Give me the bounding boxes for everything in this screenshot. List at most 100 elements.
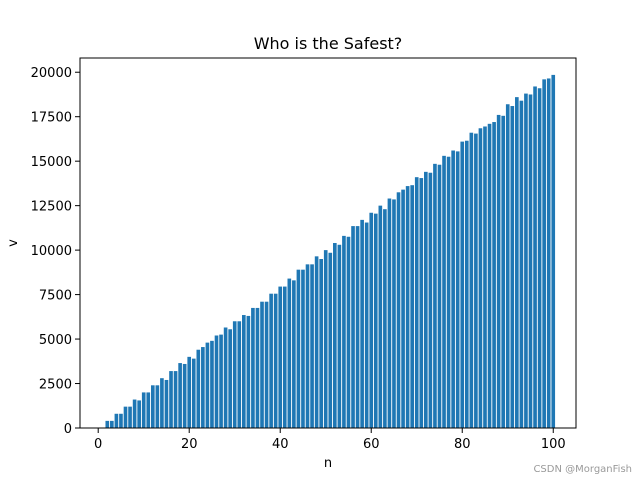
bar-n-4 xyxy=(114,413,119,428)
bar-n-62 xyxy=(378,205,383,428)
bar-n-55 xyxy=(346,236,351,428)
bar-n-40 xyxy=(278,286,283,428)
bar-n-32 xyxy=(242,315,246,428)
bar-n-71 xyxy=(419,178,424,428)
bar-n-61 xyxy=(373,213,378,428)
bar-n-36 xyxy=(260,301,264,428)
bar-n-49 xyxy=(319,259,323,428)
bar-n-33 xyxy=(246,315,251,428)
bar-n-74 xyxy=(433,163,437,428)
bar-n-48 xyxy=(314,256,319,428)
x-tick-label: 40 xyxy=(272,437,289,452)
bar-n-27 xyxy=(219,334,223,428)
bar-n-14 xyxy=(160,378,164,428)
x-tick-label: 80 xyxy=(454,437,471,452)
bar-n-92 xyxy=(515,97,519,428)
bar-n-11 xyxy=(146,392,151,428)
y-tick-label: 17500 xyxy=(31,111,72,126)
bar-n-23 xyxy=(201,347,205,428)
bar-n-16 xyxy=(169,371,173,428)
bar-n-17 xyxy=(173,371,178,428)
bar-n-29 xyxy=(228,329,232,428)
bar-n-56 xyxy=(351,226,355,428)
x-tick-label: 100 xyxy=(541,437,566,452)
bar-n-63 xyxy=(383,209,387,428)
x-axis-ticks: 0 20 40 60 80 100 xyxy=(94,428,566,452)
bar-n-72 xyxy=(424,171,428,428)
y-axis-label: v xyxy=(6,239,21,247)
bar-n-81 xyxy=(464,140,469,428)
bar-n-10 xyxy=(141,392,146,428)
bars-group xyxy=(105,74,556,429)
bar-n-70 xyxy=(414,177,419,428)
bar-n-42 xyxy=(287,278,292,428)
bar-n-38 xyxy=(269,293,273,428)
plot-frame xyxy=(79,57,577,429)
bar-n-25 xyxy=(210,340,214,428)
x-axis-label: n xyxy=(324,456,332,471)
bar-n-51 xyxy=(328,252,333,428)
bar-n-76 xyxy=(442,155,446,428)
bar-n-28 xyxy=(223,327,228,428)
bar-n-91 xyxy=(510,106,515,428)
bar-n-67 xyxy=(401,189,405,428)
y-tick-label: 0 xyxy=(64,422,72,437)
bar-n-57 xyxy=(355,226,360,428)
bar-n-100 xyxy=(551,74,556,429)
bar-n-73 xyxy=(428,172,433,428)
bar-n-43 xyxy=(292,280,296,428)
bar-n-82 xyxy=(469,132,474,428)
bar-n-79 xyxy=(455,151,460,428)
bar-n-52 xyxy=(333,243,337,428)
x-tick-label: 20 xyxy=(181,437,198,452)
bar-n-19 xyxy=(182,363,187,428)
bar-n-39 xyxy=(273,293,278,428)
bar-n-96 xyxy=(533,86,537,429)
bar-n-20 xyxy=(187,356,192,428)
bar-n-44 xyxy=(296,269,301,428)
bar-n-66 xyxy=(396,192,401,428)
bar-n-94 xyxy=(524,93,528,428)
bar-n-37 xyxy=(264,301,269,428)
bar-n-2 xyxy=(105,420,110,428)
bar-n-45 xyxy=(301,269,305,428)
bar-n-90 xyxy=(505,104,510,428)
bar-n-15 xyxy=(164,379,169,428)
bar-n-21 xyxy=(191,358,196,429)
bar-n-22 xyxy=(196,349,201,428)
y-tick-label: 7500 xyxy=(39,289,72,304)
chart-title: Who is the Safest? xyxy=(254,34,403,53)
bar-n-35 xyxy=(255,307,260,428)
y-tick-label: 12500 xyxy=(31,200,72,215)
bar-n-69 xyxy=(410,185,414,428)
bar-n-58 xyxy=(360,219,364,429)
bar-n-34 xyxy=(251,307,255,428)
bar-n-93 xyxy=(519,100,524,428)
bar-n-31 xyxy=(237,321,242,428)
bar-n-5 xyxy=(119,413,123,428)
bar-n-26 xyxy=(214,335,219,428)
bar-n-3 xyxy=(110,420,114,428)
bar-n-12 xyxy=(150,385,155,428)
bar-n-8 xyxy=(132,399,137,428)
bar-n-95 xyxy=(528,94,533,428)
bar-n-9 xyxy=(137,400,141,428)
x-tick-label: 60 xyxy=(363,437,380,452)
bar-n-50 xyxy=(323,250,328,428)
bar-n-83 xyxy=(474,133,478,428)
bar-n-98 xyxy=(542,79,546,428)
bar-n-77 xyxy=(446,156,451,429)
bar-n-7 xyxy=(128,406,132,428)
y-tick-label: 5000 xyxy=(39,333,72,348)
bar-n-87 xyxy=(492,122,496,428)
bar-n-75 xyxy=(437,164,442,429)
y-tick-label: 15000 xyxy=(31,155,72,170)
bar-n-13 xyxy=(155,385,160,428)
bar-n-78 xyxy=(451,150,455,428)
bar-n-59 xyxy=(364,222,369,428)
bar-n-54 xyxy=(342,235,346,428)
bar-n-30 xyxy=(232,321,237,428)
bar-n-18 xyxy=(178,363,182,428)
bar-n-46 xyxy=(305,264,310,428)
